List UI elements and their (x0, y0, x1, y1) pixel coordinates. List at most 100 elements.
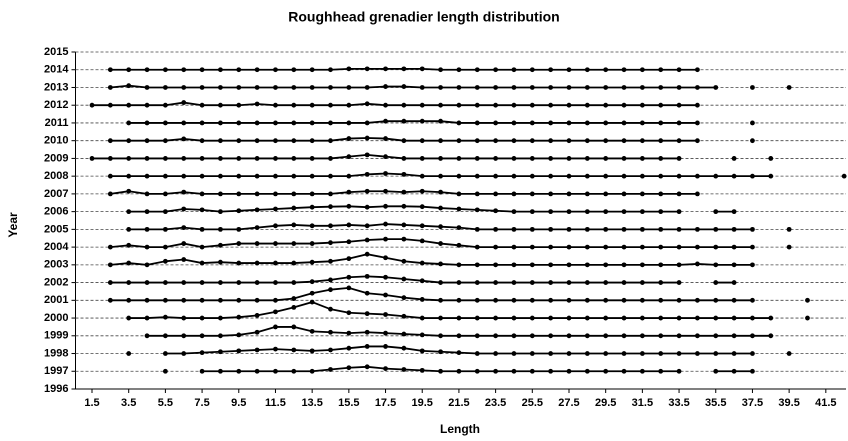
data-point (401, 118, 407, 124)
data-point (566, 262, 572, 268)
data-point (603, 297, 609, 303)
data-point (144, 173, 150, 179)
data-point (438, 280, 443, 285)
data-point (273, 324, 278, 330)
data-point (584, 333, 590, 339)
data-point (309, 290, 315, 296)
data-point (401, 313, 407, 319)
data-point (309, 223, 315, 229)
y-axis-label: Year (6, 212, 20, 238)
data-point (401, 236, 407, 242)
data-point (218, 156, 223, 161)
data-point (236, 208, 242, 214)
data-point (695, 102, 700, 108)
data-point (676, 156, 682, 161)
data-point (474, 207, 480, 213)
data-point (731, 315, 737, 321)
data-point (474, 120, 480, 126)
data-point (621, 102, 627, 108)
data-point (273, 120, 278, 126)
data-point (162, 226, 168, 232)
data-point (199, 102, 205, 108)
data-point (529, 67, 535, 73)
data-point (364, 204, 370, 210)
data-point (291, 85, 297, 90)
data-point (199, 297, 205, 303)
data-point (309, 102, 315, 108)
data-point (199, 67, 205, 73)
x-tick-label: 33.5 (668, 397, 689, 409)
data-point (144, 262, 150, 268)
data-point (548, 280, 554, 285)
data-point (364, 344, 370, 349)
data-point (291, 280, 297, 285)
data-point (731, 262, 737, 268)
data-point (401, 295, 407, 301)
data-point (511, 102, 517, 108)
data-point (621, 244, 627, 250)
data-point (456, 138, 462, 144)
data-point (566, 368, 572, 374)
data-point (584, 102, 590, 108)
data-point (126, 209, 132, 215)
data-point (144, 209, 150, 215)
data-point (236, 260, 242, 266)
data-point (511, 262, 517, 268)
data-point (438, 315, 443, 321)
data-point (584, 351, 590, 356)
data-point (419, 173, 425, 179)
data-point (126, 138, 132, 144)
data-point (126, 280, 132, 285)
data-point (511, 351, 517, 356)
data-point (493, 244, 499, 250)
data-point (639, 262, 645, 268)
data-point (584, 244, 590, 250)
data-point (309, 204, 315, 210)
data-point (603, 102, 609, 108)
data-point (346, 120, 352, 126)
data-point (511, 138, 517, 144)
data-point (695, 261, 700, 267)
data-point (474, 85, 480, 90)
data-point (566, 209, 572, 215)
data-point (126, 102, 132, 108)
data-point (695, 85, 700, 90)
data-point (695, 244, 700, 250)
data-point (273, 260, 278, 266)
y-tick-label: 1999 (44, 330, 68, 342)
data-point (529, 280, 535, 285)
y-tick-label: 2005 (44, 223, 68, 235)
data-point (199, 315, 205, 321)
data-point (218, 102, 223, 108)
data-point (236, 156, 242, 161)
data-point (584, 191, 590, 197)
data-point (750, 173, 755, 179)
x-tick-label: 29.5 (595, 397, 616, 409)
data-point (474, 333, 480, 339)
data-point (438, 261, 443, 267)
data-point (805, 297, 810, 303)
data-point (291, 324, 297, 330)
data-point (658, 226, 664, 232)
data-point (364, 311, 370, 317)
data-point (768, 333, 774, 339)
data-point (107, 173, 113, 179)
data-point (419, 223, 425, 229)
data-point (731, 226, 737, 232)
data-point (676, 120, 682, 126)
data-point (713, 368, 719, 374)
data-point (364, 364, 370, 370)
y-tick-label: 2010 (44, 135, 68, 147)
y-tick-label: 2001 (44, 294, 68, 306)
data-point (291, 156, 297, 161)
data-point (328, 329, 333, 335)
data-point (181, 120, 187, 126)
data-point (144, 333, 150, 339)
data-point (750, 368, 755, 374)
data-point (695, 226, 700, 232)
data-point (273, 67, 278, 73)
data-point (328, 277, 333, 283)
data-point (695, 297, 700, 303)
data-point (584, 173, 590, 179)
data-point (254, 312, 260, 318)
